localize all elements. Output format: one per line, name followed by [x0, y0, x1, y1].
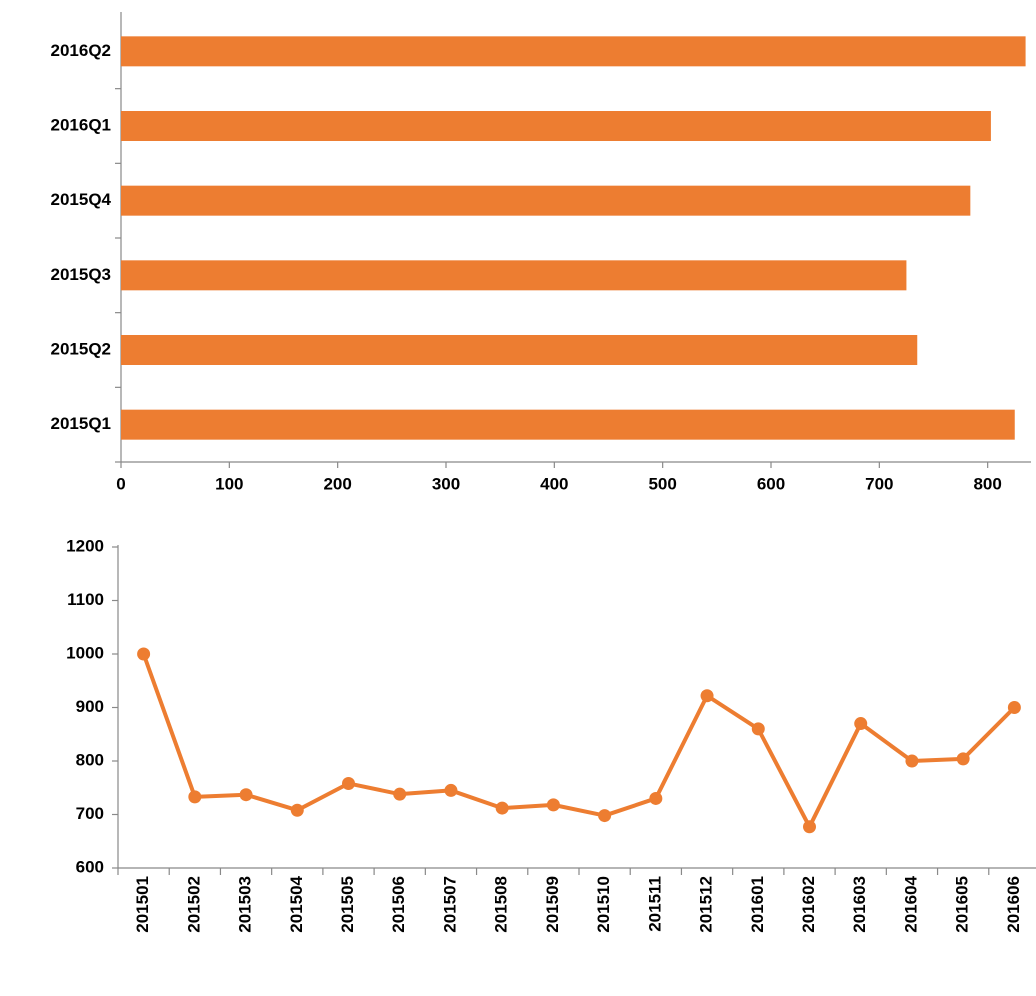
y-tick-label: 900: [76, 697, 104, 716]
y-tick-label: 2015Q1: [51, 414, 112, 433]
point: [1007, 701, 1021, 714]
bar: [121, 409, 1015, 440]
point: [956, 752, 970, 766]
x-tick-label: 201604: [901, 875, 920, 932]
x-tick-label: 700: [865, 474, 893, 493]
y-tick-label: 2016Q2: [51, 41, 112, 60]
x-tick-label: 100: [215, 474, 243, 493]
x-tick-label: 600: [757, 474, 785, 493]
point: [905, 754, 919, 768]
y-tick-label: 2015Q3: [51, 265, 112, 284]
point: [393, 787, 407, 801]
y-tick-label: 1100: [67, 590, 104, 609]
point: [137, 647, 151, 661]
point: [803, 820, 816, 834]
y-tick-label: 2016Q1: [51, 115, 112, 134]
x-tick-label: 800: [973, 474, 1001, 493]
x-tick-label: 201507: [440, 876, 459, 933]
x-tick-label: 201511: [645, 876, 664, 932]
x-tick-label: 201505: [338, 876, 357, 933]
x-tick-label: 201501: [133, 876, 152, 933]
x-tick-label: 201506: [389, 876, 408, 933]
x-tick-label: 201504: [287, 875, 306, 932]
x-tick-label: 201512: [697, 876, 716, 933]
y-tick-label: 700: [76, 804, 104, 823]
bar: [121, 335, 918, 365]
x-tick-label: 201509: [543, 876, 562, 933]
x-tick-label: 201503: [236, 876, 255, 933]
x-tick-label: 201508: [492, 876, 511, 933]
point: [649, 791, 663, 805]
point: [290, 803, 304, 817]
y-tick-label: 2015Q2: [51, 339, 112, 358]
point: [598, 809, 612, 823]
point: [751, 722, 765, 736]
bar: [121, 36, 1026, 67]
x-tick-label: 201605: [953, 876, 972, 933]
x-tick-label: 200: [323, 474, 351, 493]
point: [546, 798, 560, 812]
point: [444, 783, 458, 797]
y-tick-label: 800: [76, 750, 104, 769]
bar: [121, 260, 907, 291]
x-tick-label: 0: [116, 474, 125, 493]
x-tick-label: 201606: [1004, 876, 1023, 933]
x-tick-label: 201602: [799, 876, 818, 933]
bar: [121, 111, 991, 141]
point: [854, 717, 868, 731]
x-tick-label: 201603: [850, 876, 869, 933]
y-tick-label: 1000: [66, 643, 104, 662]
point: [239, 788, 253, 802]
x-tick-label: 500: [648, 474, 676, 493]
x-tick-label: 300: [432, 474, 460, 493]
point: [700, 689, 714, 703]
y-tick-label: 2015Q4: [51, 190, 112, 209]
bar: [121, 185, 971, 216]
x-tick-label: 201502: [184, 876, 203, 933]
point: [188, 790, 202, 804]
line: [141, 653, 1016, 829]
y-tick-label: 600: [76, 857, 104, 876]
point: [495, 801, 509, 815]
x-tick-label: 201601: [748, 876, 767, 933]
x-tick-label: 201510: [594, 876, 613, 933]
x-tick-label: 400: [540, 474, 568, 493]
y-tick-label: 1200: [66, 536, 104, 555]
point: [342, 776, 355, 790]
